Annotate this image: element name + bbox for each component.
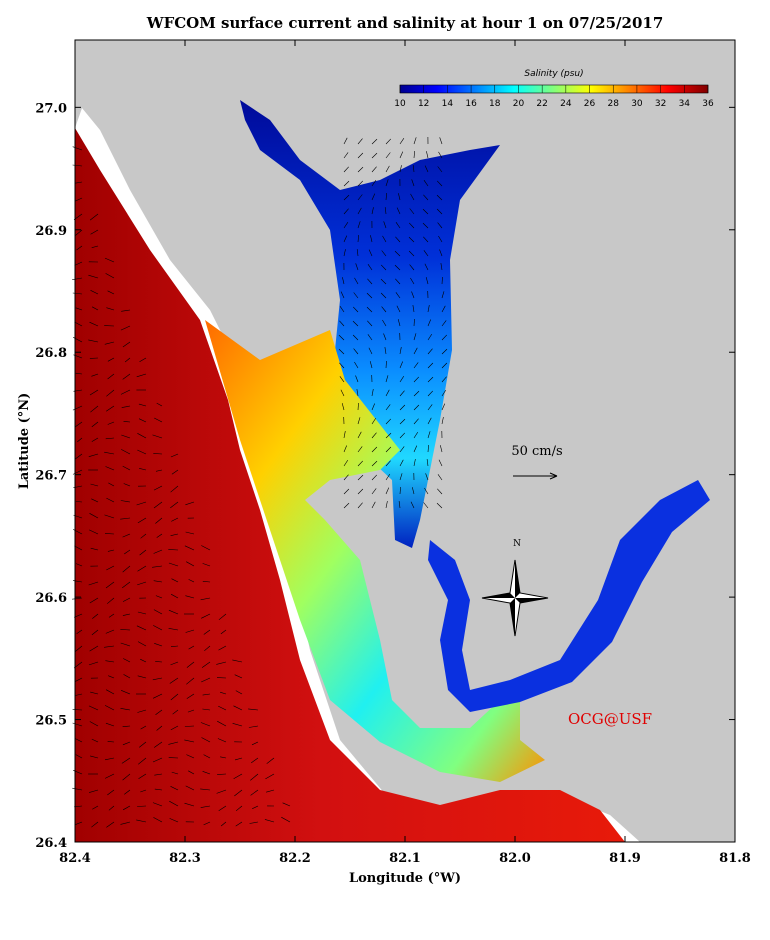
colorbar-tick-label: 30 bbox=[631, 99, 643, 109]
colorbar-tick-label: 28 bbox=[608, 99, 620, 109]
y-tick-label: 26.6 bbox=[35, 591, 67, 606]
north-label: N bbox=[513, 539, 521, 549]
y-tick-label: 26.9 bbox=[35, 224, 67, 239]
colorbar-tick-label: 22 bbox=[536, 99, 547, 109]
colorbar-tick-label: 32 bbox=[655, 99, 666, 109]
y-tick-label: 26.4 bbox=[35, 836, 67, 851]
y-tick-label: 26.7 bbox=[35, 469, 67, 484]
y-axis-label: Latitude (°N) bbox=[17, 393, 32, 490]
colorbar-tick-label: 20 bbox=[513, 99, 525, 109]
x-tick-label: 81.9 bbox=[609, 851, 641, 866]
y-tick-label: 26.5 bbox=[35, 714, 67, 729]
colorbar-title: Salinity (psu) bbox=[524, 69, 583, 79]
colorbar bbox=[400, 85, 708, 93]
colorbar-tick-label: 18 bbox=[489, 99, 501, 109]
x-tick-label: 82.0 bbox=[499, 851, 531, 866]
colorbar-tick-label: 26 bbox=[584, 99, 596, 109]
colorbar-tick-label: 10 bbox=[394, 99, 406, 109]
x-tick-label: 81.8 bbox=[719, 851, 751, 866]
chart-title: WFCOM surface current and salinity at ho… bbox=[146, 14, 664, 32]
x-tick-label: 82.1 bbox=[389, 851, 421, 866]
x-tick-label: 82.4 bbox=[59, 851, 91, 866]
colorbar-tick-label: 16 bbox=[465, 99, 477, 109]
x-axis-label: Longitude (°W) bbox=[349, 871, 461, 886]
y-tick-label: 26.8 bbox=[35, 346, 67, 361]
colorbar-tick-label: 24 bbox=[560, 99, 572, 109]
y-tick-label: 27.0 bbox=[35, 101, 67, 116]
x-tick-label: 82.3 bbox=[169, 851, 201, 866]
colorbar-tick-label: 34 bbox=[679, 99, 691, 109]
scale-label: 50 cm/s bbox=[511, 444, 562, 459]
colorbar-tick-label: 14 bbox=[442, 99, 454, 109]
colorbar-tick-label: 36 bbox=[702, 99, 714, 109]
colorbar-tick-label: 12 bbox=[418, 99, 429, 109]
credit: OCG@USF bbox=[568, 710, 652, 728]
x-tick-label: 82.2 bbox=[279, 851, 311, 866]
